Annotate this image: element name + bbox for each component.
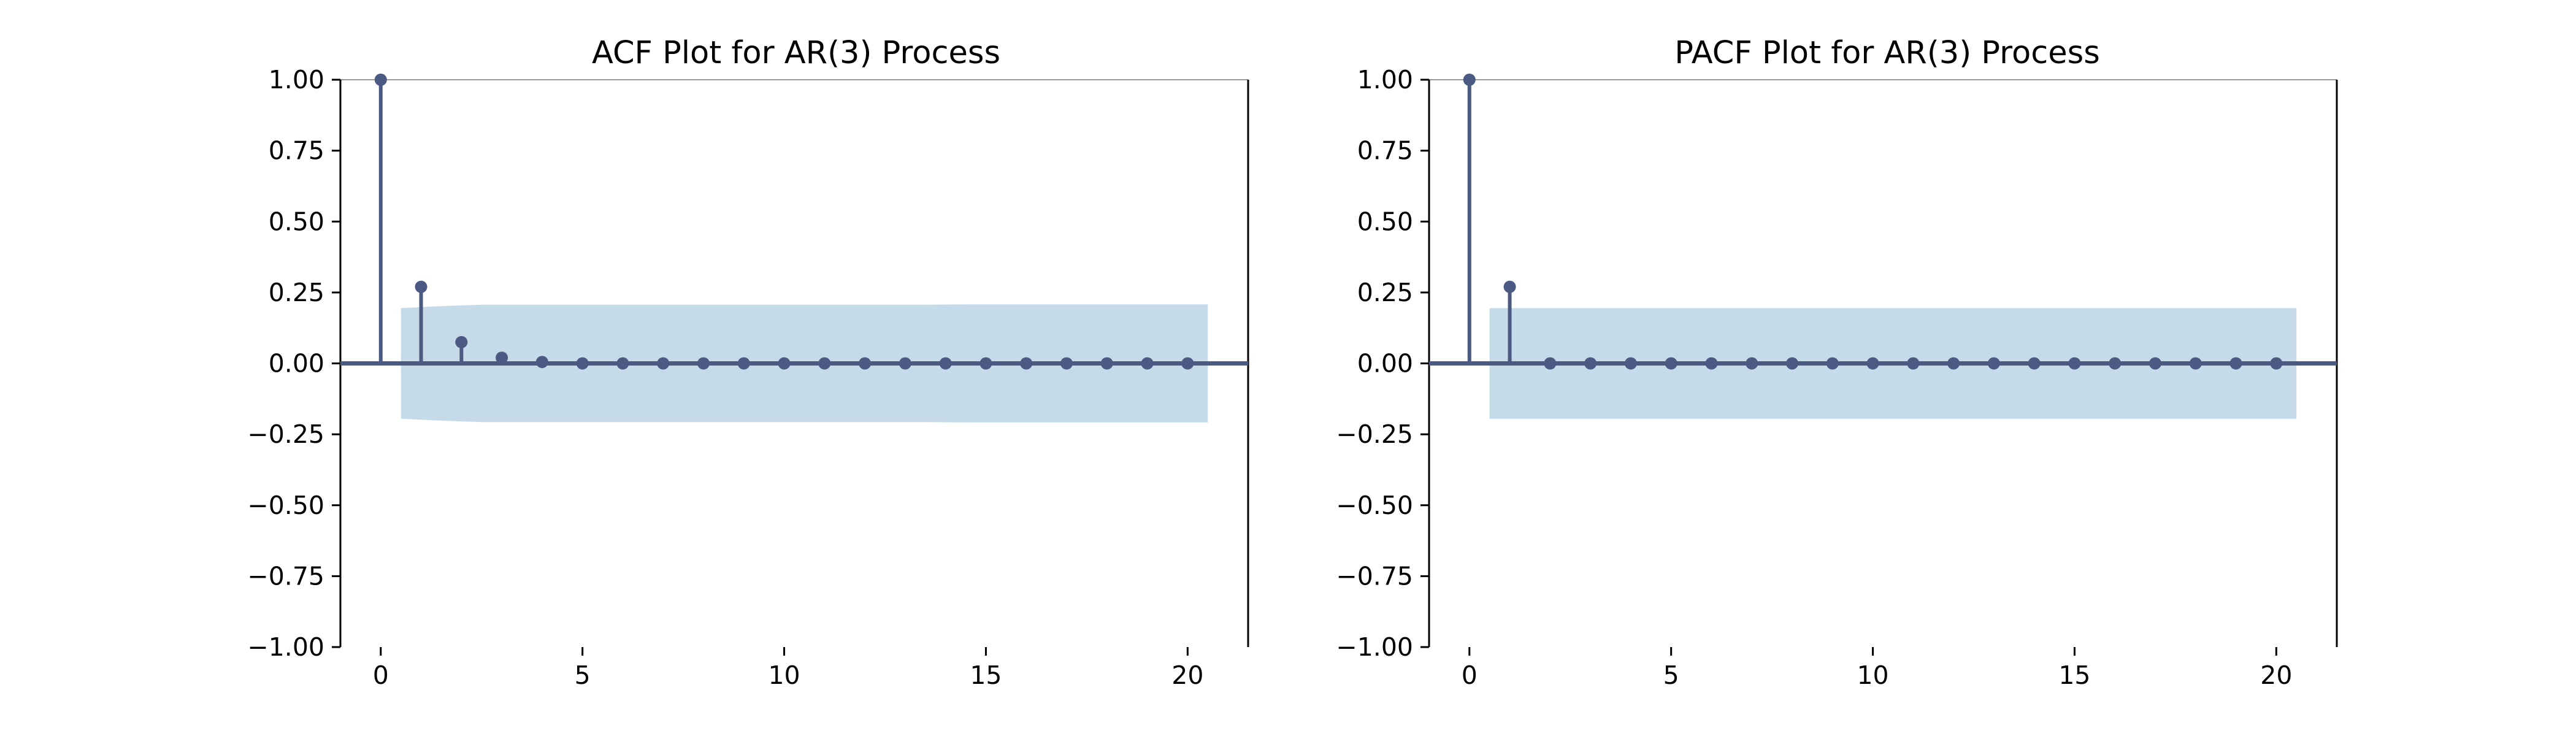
pacf-ytick-label: 0.00	[1357, 349, 1413, 378]
pacf-ytick-label: 0.50	[1357, 207, 1413, 236]
acf-marker	[535, 356, 548, 369]
acf-ytick-label: −1.00	[247, 632, 324, 662]
acf-xtick-label: 10	[768, 661, 800, 690]
pacf-marker	[1786, 357, 1798, 370]
pacf-marker	[2068, 357, 2081, 370]
pacf-ytick-label: 0.25	[1357, 278, 1413, 307]
acf-xtick-label: 5	[575, 661, 591, 690]
pacf-marker	[2109, 357, 2122, 370]
acf-marker	[1020, 357, 1033, 370]
pacf-xtick-label: 10	[1857, 661, 1888, 690]
pacf-marker	[2270, 357, 2283, 370]
pacf-ytick-label: 0.75	[1357, 136, 1413, 166]
acf-marker	[374, 74, 387, 86]
acf-marker	[415, 280, 427, 293]
acf-marker	[455, 335, 468, 348]
pacf-marker	[1907, 357, 1920, 370]
acf-marker	[778, 357, 791, 370]
pacf-plot: PACF Plot for AR(3) Process 1.00 0.75 0.50…	[1336, 35, 2338, 690]
pacf-ytick-label: −1.00	[1336, 632, 1413, 662]
acf-chart-title: ACF Plot for AR(3) Process	[592, 35, 1000, 71]
pacf-xtick-label: 0	[1462, 661, 1478, 690]
acf-marker	[979, 357, 992, 370]
pacf-ytick-label: 1.00	[1357, 65, 1413, 94]
pacf-marker	[1463, 74, 1476, 86]
pacf-marker	[1987, 357, 2000, 370]
acf-marker	[939, 357, 952, 370]
acf-marker	[818, 357, 831, 370]
acf-ytick-label: −0.75	[247, 561, 324, 591]
pacf-chart-title: PACF Plot for AR(3) Process	[1674, 35, 2100, 71]
acf-marker	[496, 351, 508, 364]
acf-marker	[1100, 357, 1113, 370]
pacf-marker	[2229, 357, 2242, 370]
pacf-marker	[1705, 357, 1718, 370]
acf-ytick-label: 0.00	[269, 349, 324, 378]
pacf-marker	[2149, 357, 2161, 370]
pacf-ytick-label: −0.75	[1336, 561, 1413, 591]
acf-marker	[1181, 357, 1194, 370]
pacf-xtick-label: 15	[2058, 661, 2090, 690]
acf-ytick-label: −0.25	[247, 420, 324, 449]
acf-ytick-label: 0.25	[269, 278, 324, 307]
pacf-marker	[1624, 357, 1637, 370]
acf-xtick-label: 20	[1171, 661, 1203, 690]
acf-marker	[1141, 357, 1154, 370]
pacf-marker	[1746, 357, 1758, 370]
acf-marker	[859, 357, 872, 370]
pacf-ytick-label: −0.25	[1336, 420, 1413, 449]
acf-ytick-label: 0.75	[269, 136, 324, 166]
acf-marker	[697, 357, 710, 370]
acf-marker	[616, 357, 629, 370]
pacf-marker	[2189, 357, 2202, 370]
pacf-marker	[1866, 357, 1879, 370]
acf-marker	[1060, 357, 1073, 370]
pacf-marker	[1947, 357, 1960, 370]
acf-ytick-label: 0.50	[269, 207, 324, 236]
pacf-marker	[1503, 280, 1516, 293]
pacf-marker	[1584, 357, 1597, 370]
pacf-xtick-label: 5	[1663, 661, 1679, 690]
acf-marker	[899, 357, 911, 370]
acf-marker	[737, 357, 750, 370]
pacf-marker	[1665, 357, 1677, 370]
acf-ytick-label: −0.50	[247, 491, 324, 520]
acf-ytick-label: 1.00	[269, 65, 324, 94]
pacf-marker	[1826, 357, 1839, 370]
acf-marker	[576, 357, 589, 370]
pacf-marker	[1544, 357, 1557, 370]
acf-xtick-label: 15	[970, 661, 1002, 690]
acf-marker	[657, 357, 670, 370]
acf-xtick-label: 0	[373, 661, 389, 690]
pacf-marker	[2028, 357, 2041, 370]
pacf-ytick-label: −0.50	[1336, 491, 1413, 520]
pacf-xtick-label: 20	[2260, 661, 2292, 690]
acf-plot: ACF Plot for AR(3) Process 1.00 0.75 0.50 0…	[247, 35, 1249, 690]
